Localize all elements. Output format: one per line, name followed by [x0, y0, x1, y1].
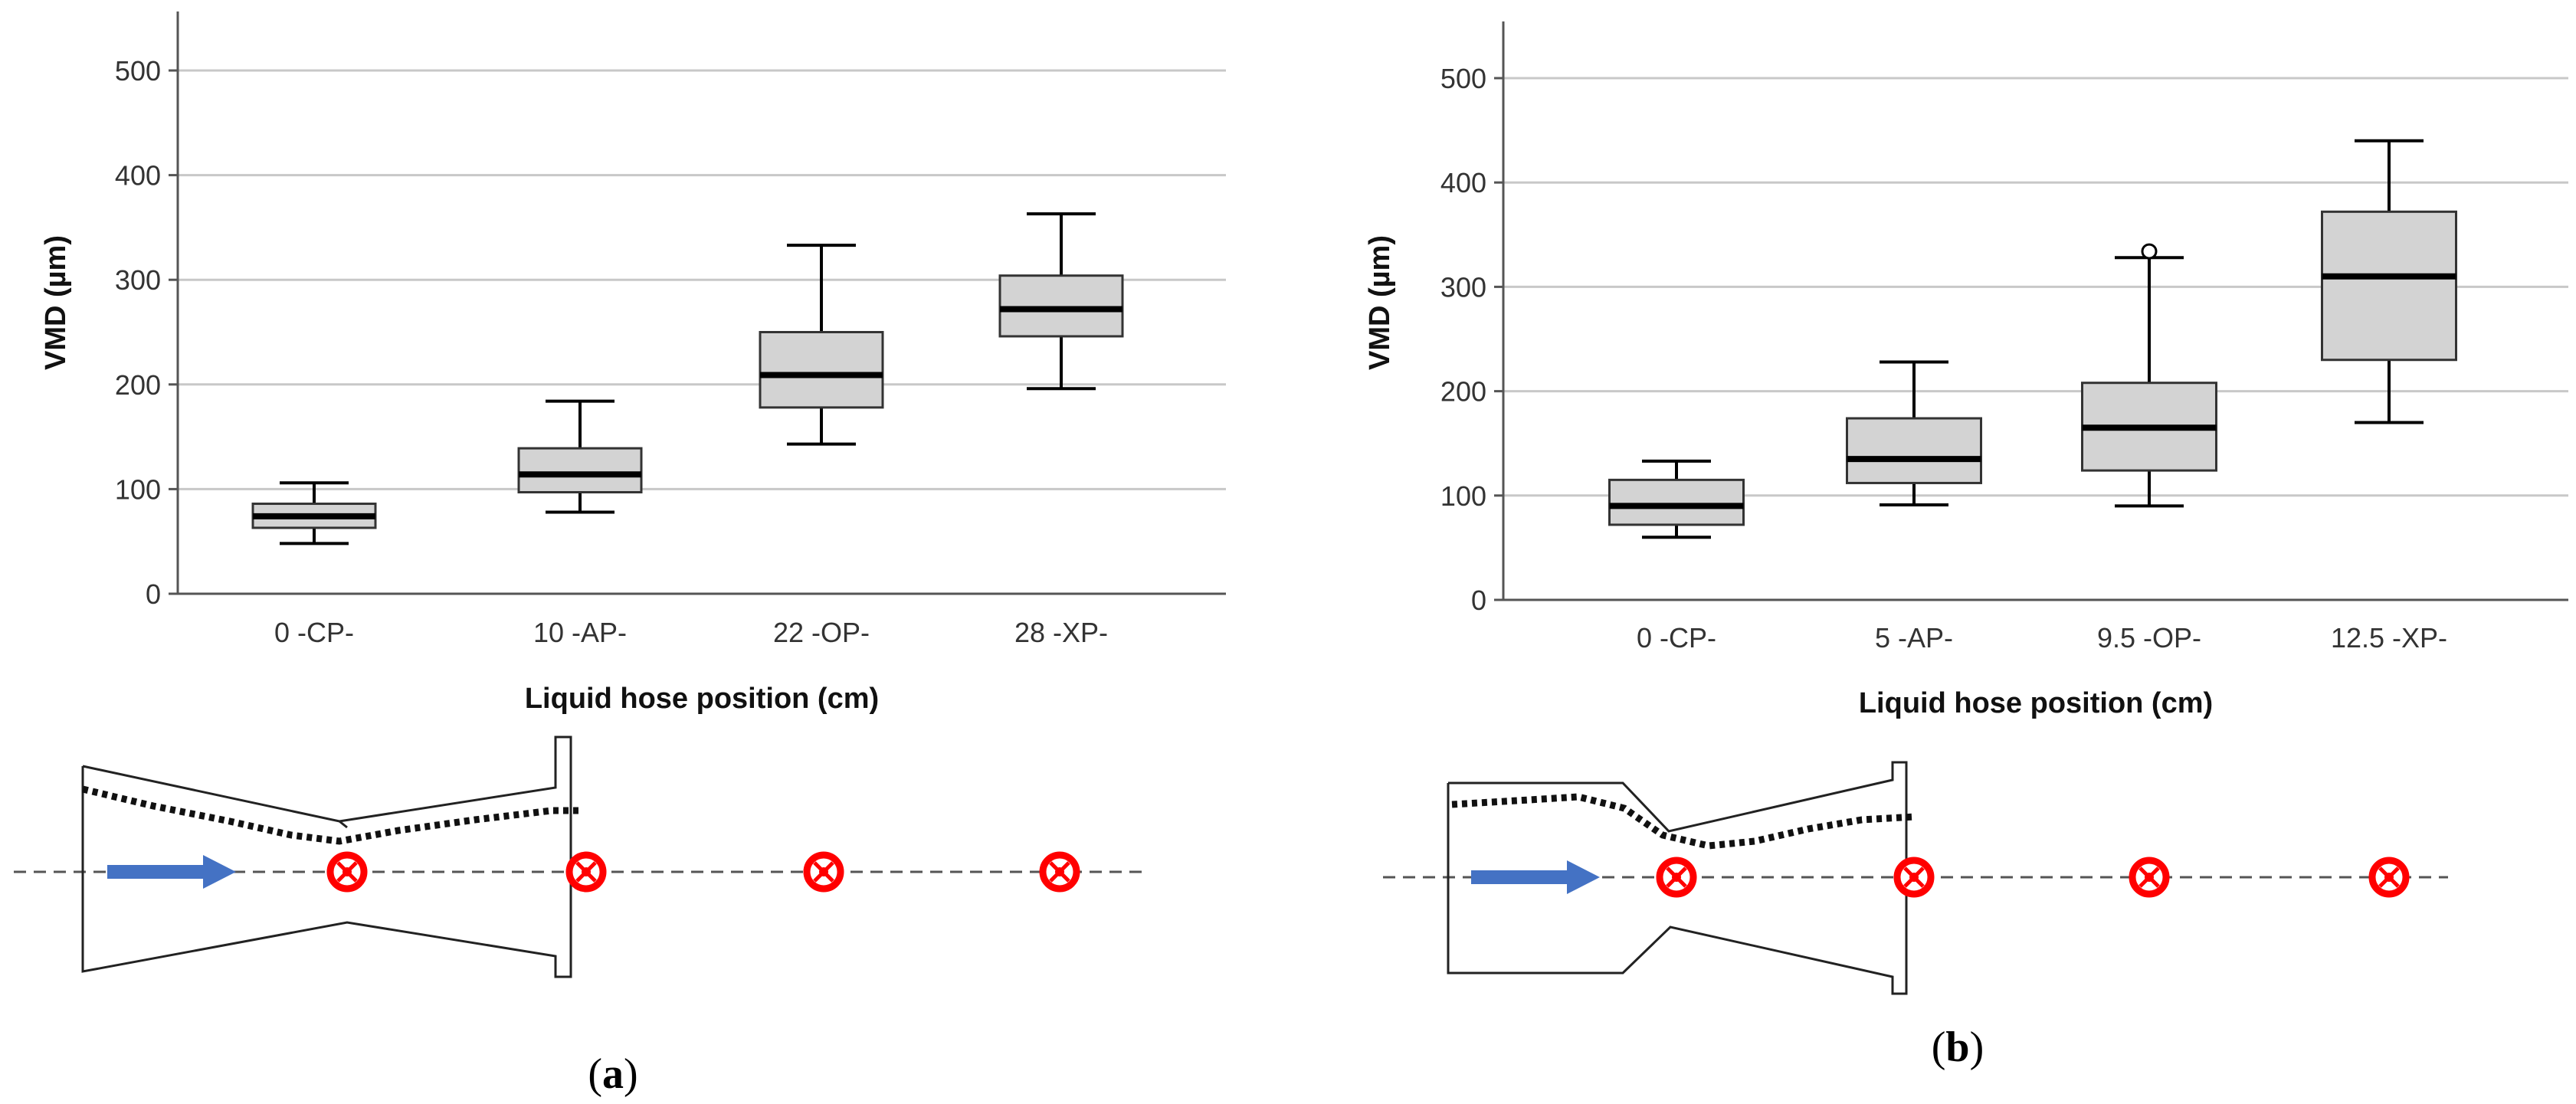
y-tick-label: 400: [115, 160, 161, 192]
boxplot-chart-a: 0 100 200 300 400 500 0 -CP- 10 -AP- 22 -OP- 28 …: [40, 11, 1226, 715]
measurement-point-icon: [569, 855, 603, 889]
liquid-sheet-b: [1451, 793, 1916, 850]
boxes-a: [251, 212, 1124, 545]
panel-label-a: (a): [588, 1050, 637, 1098]
y-tick-labels-a: 0 100 200 300 400 500: [115, 55, 178, 610]
x-tick-label: 5 -AP-: [1875, 622, 1953, 654]
nozzle-diagram-b: [1383, 761, 2448, 995]
measurement-point-icon: [1897, 860, 1931, 894]
y-tick-label: 100: [115, 473, 161, 505]
x-tick-labels-b: 0 -CP- 5 -AP- 9.5 -OP- 12.5 -XP-: [1637, 622, 2447, 654]
x-tick-label: 9.5 -OP-: [2097, 622, 2201, 654]
iqr-box: [1846, 417, 1982, 484]
measurement-point-icon: [2372, 860, 2406, 894]
iqr-box: [2321, 210, 2457, 362]
x-tick-label: 12.5 -XP-: [2331, 622, 2447, 654]
x-tick-label: 0 -CP-: [274, 617, 354, 648]
y-axis-title-b: VMD (µm): [1364, 235, 1396, 370]
box-b-1: [1608, 459, 1745, 539]
x-axis-title-b: Liquid hose position (cm): [1859, 687, 2213, 719]
measurement-point-icon: [807, 855, 841, 889]
measurement-point-icon: [1043, 855, 1077, 889]
x-tick-label: 28 -XP-: [1014, 617, 1108, 648]
y-tick-label: 500: [115, 55, 161, 87]
x-tick-labels-a: 0 -CP- 10 -AP- 22 -OP- 28 -XP-: [274, 617, 1108, 648]
grid-lines-a: [178, 69, 1226, 490]
y-tick-label: 0: [146, 578, 161, 610]
box-a-1: [251, 481, 377, 545]
box-a-2: [517, 399, 643, 514]
y-tick-label: 300: [1440, 271, 1486, 303]
y-tick-label: 200: [115, 369, 161, 401]
y-tick-label: 500: [1440, 63, 1486, 94]
iqr-box: [1608, 478, 1745, 526]
measurement-point-icon: [2132, 860, 2166, 894]
measurement-point-icon: [330, 855, 364, 889]
iqr-box: [998, 274, 1124, 338]
x-tick-label: 22 -OP-: [773, 617, 870, 648]
panel-label-b: (b): [1932, 1024, 1984, 1071]
iqr-box: [517, 447, 643, 493]
x-axis-title-a: Liquid hose position (cm): [525, 683, 879, 715]
nozzle-upper-wall-b: [1447, 761, 1908, 995]
liquid-sheet-a: [81, 785, 578, 845]
nozzle-diagram-a: [14, 735, 1142, 978]
flow-arrow-icon: [1471, 860, 1600, 894]
y-tick-label: 400: [1440, 167, 1486, 198]
boxes-b: [1608, 139, 2457, 539]
box-a-3: [759, 244, 884, 446]
y-tick-label: 200: [1440, 376, 1486, 408]
outlier-point: [2141, 243, 2158, 260]
iqr-box: [759, 331, 884, 409]
y-tick-label: 100: [1440, 480, 1486, 512]
box-b-2: [1846, 360, 1982, 507]
y-axis-title-a: VMD (µm): [40, 235, 72, 370]
measurement-point-icon: [1660, 860, 1693, 894]
y-tick-label: 0: [1471, 585, 1486, 616]
flow-arrow-icon: [107, 855, 236, 889]
box-b-3: [2081, 243, 2217, 508]
box-a-4: [998, 212, 1124, 391]
y-tick-label: 300: [115, 264, 161, 296]
x-tick-label: 10 -AP-: [533, 617, 627, 648]
y-tick-labels-b: 0 100 200 300 400 500: [1440, 63, 1503, 616]
nozzle-upper-wall-a: [81, 735, 572, 978]
nozzle-throat-edge-a: [339, 820, 348, 829]
x-tick-label: 0 -CP-: [1637, 622, 1716, 654]
box-b-4: [2321, 139, 2457, 424]
boxplot-chart-b: 0 100 200 300 400 500 0 -CP- 5 -AP- 9.5 -OP- 12.…: [1364, 21, 2568, 719]
